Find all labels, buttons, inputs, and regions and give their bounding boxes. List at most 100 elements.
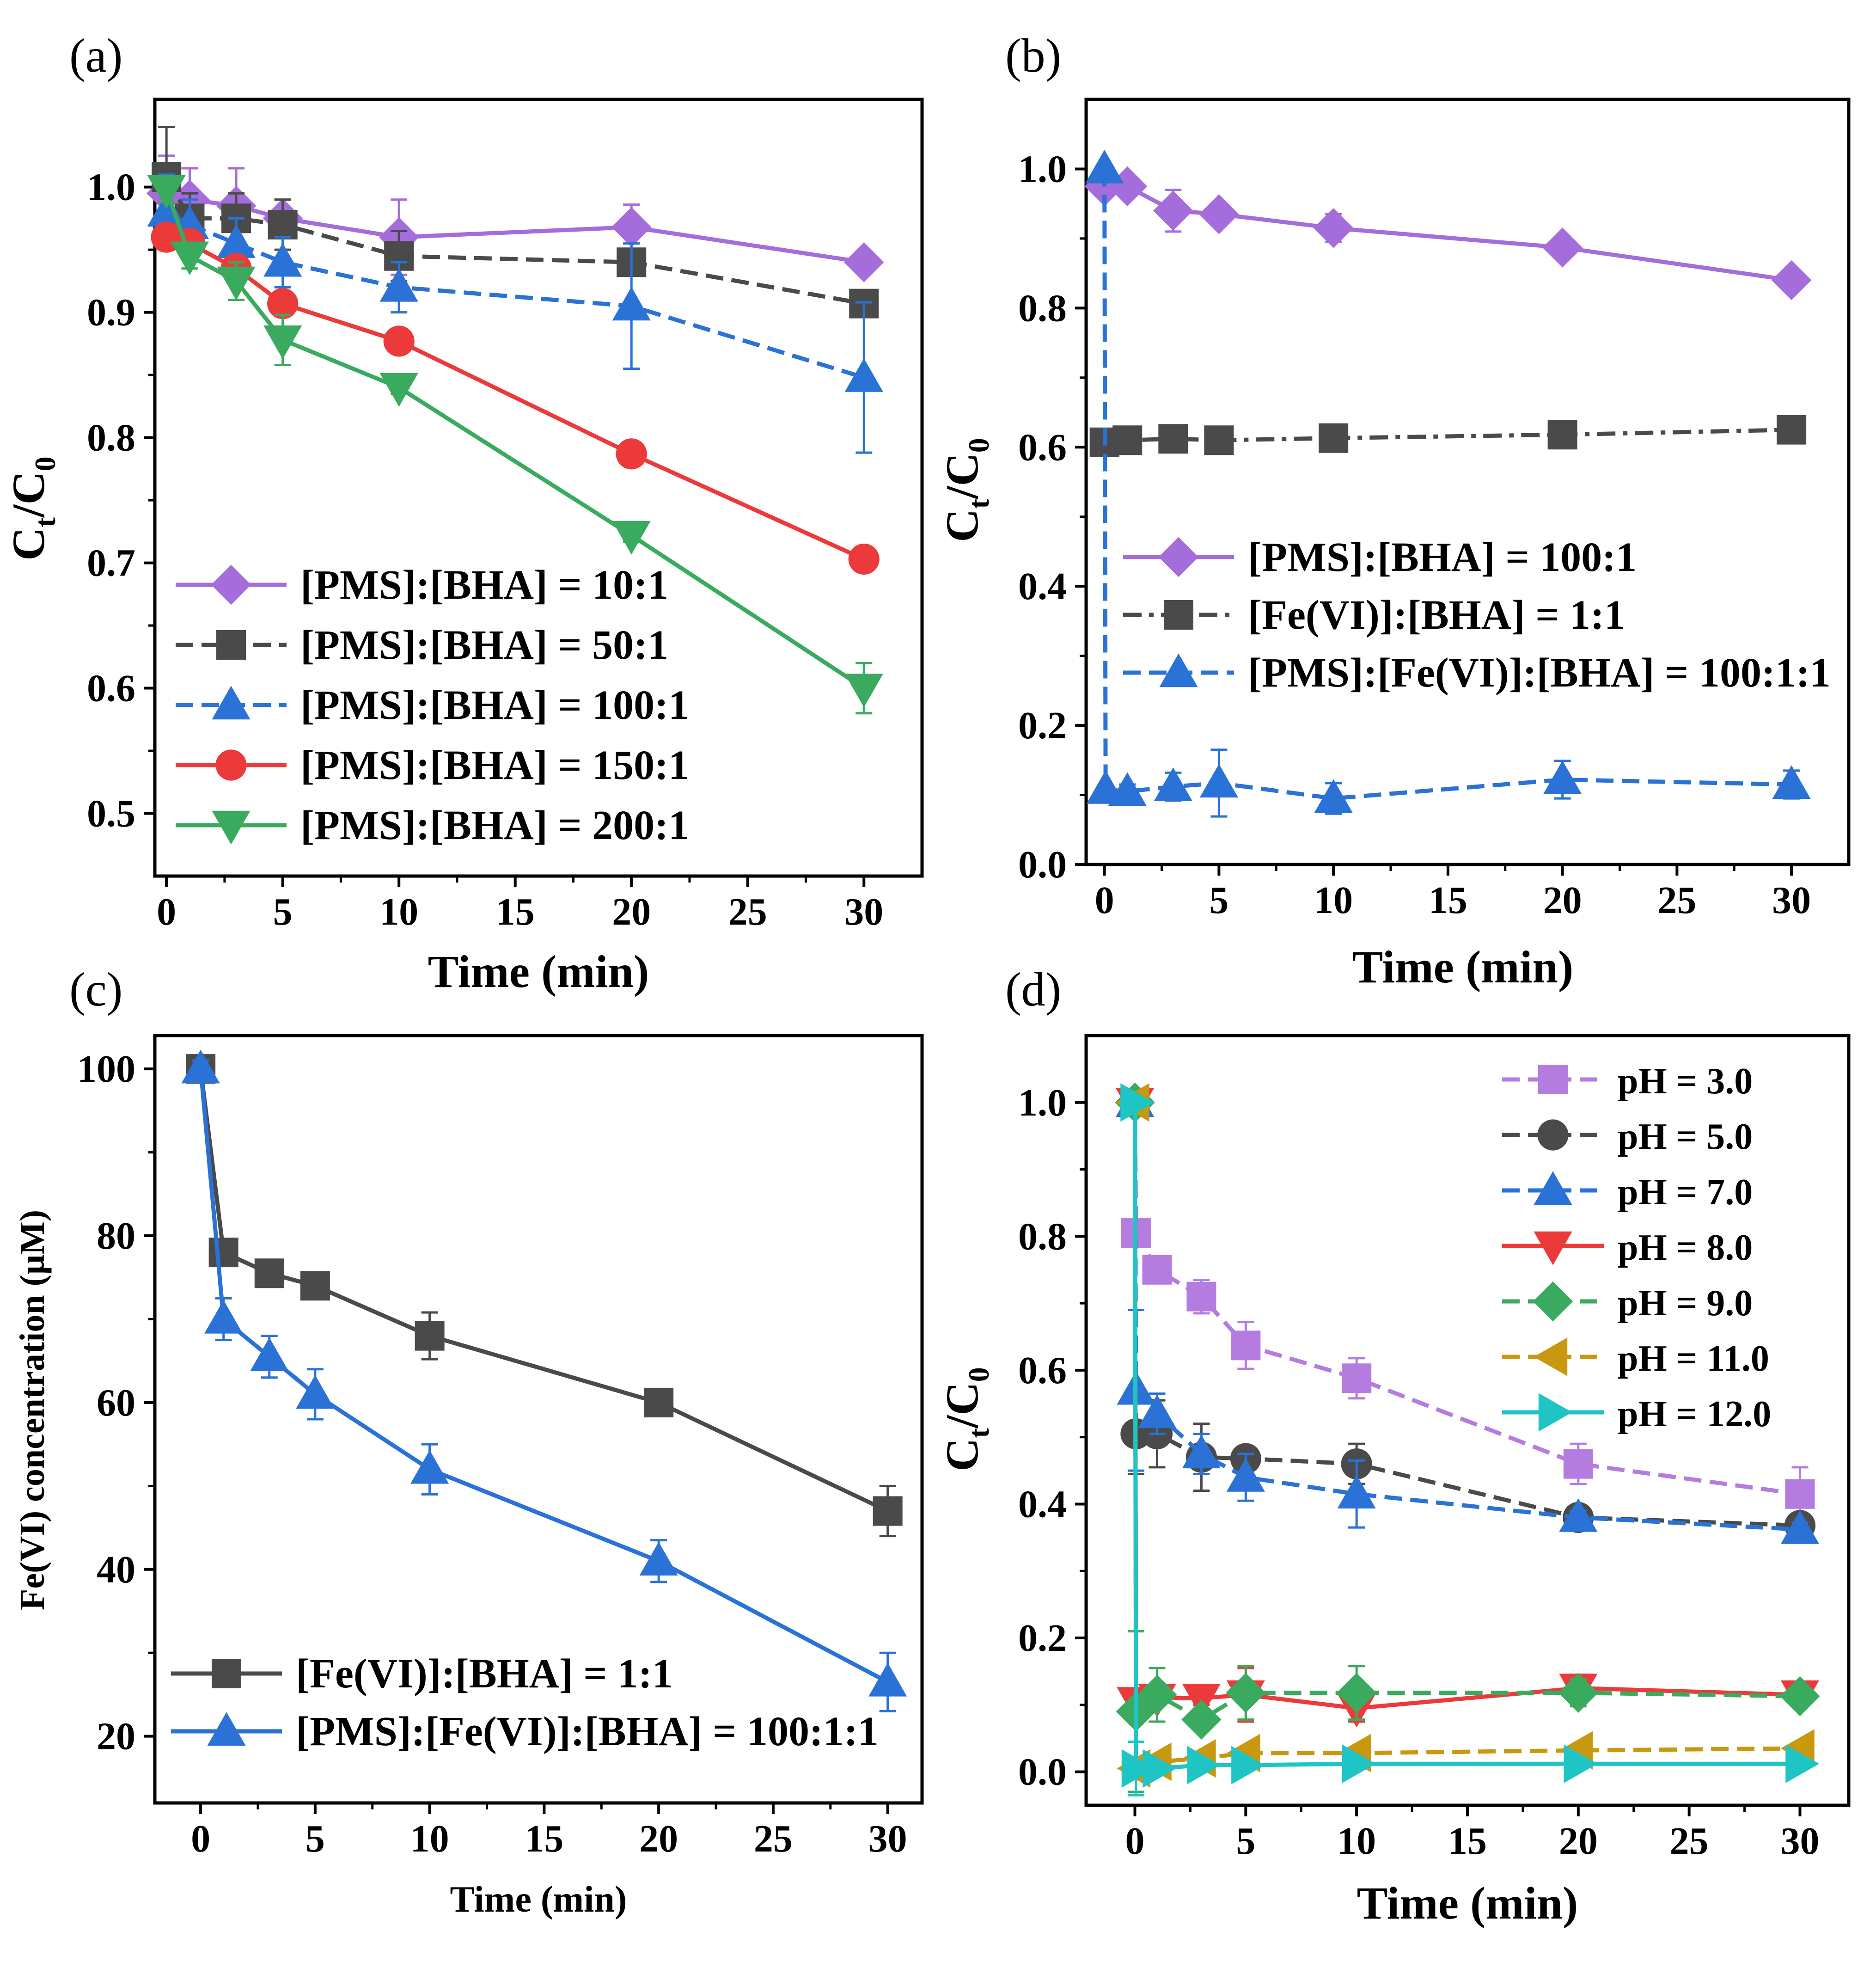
legend-marker [207,1712,246,1746]
data-point [1158,424,1188,454]
data-point [204,1300,243,1334]
legend-entry: pH = 8.0 [1618,1227,1753,1268]
data-point [1777,415,1807,445]
data-point [844,674,883,708]
data-point [267,288,299,319]
data-point [1231,1330,1261,1361]
legend-marker [1534,1337,1568,1376]
y-tick-label: 1.0 [87,166,135,209]
series-3 [1085,149,1811,818]
data-point [1154,767,1192,801]
data-point [1112,425,1143,455]
data-point [263,325,302,359]
data-point [1543,760,1582,794]
x-axis-label: Time (min) [1352,941,1574,993]
series-line [1104,184,1792,282]
x-tick-label: 10 [379,890,418,933]
series-3 [147,173,883,454]
y-axis-label-part: C [936,509,988,542]
legend-entry: [PMS]:[BHA] = 100:1 [300,682,689,728]
x-tick-label: 10 [1337,1820,1376,1863]
y-tick-label: 0.5 [87,792,135,835]
data-point [1121,1749,1155,1788]
x-tick-label: 0 [1095,879,1114,922]
data-point [1120,1083,1155,1122]
series-line [198,1068,889,1684]
data-point [1182,1435,1221,1469]
data-point [1559,1498,1598,1532]
y-axis-label: Ct/C0 [936,438,995,542]
data-point [612,287,651,321]
y-tick-label: 0.4 [1018,565,1067,608]
data-point [1771,260,1812,300]
y-tick-label: 0.0 [1018,1751,1067,1794]
data-point [1336,1673,1377,1713]
data-point [1153,190,1193,231]
data-point [1780,1676,1820,1717]
legend-entry: [PMS]:[BHA] = 150:1 [300,742,689,788]
data-point [1313,208,1354,248]
data-point [268,209,298,239]
y-tick-label: 20 [97,1715,135,1758]
series-1 [146,154,884,282]
data-point [873,1496,903,1526]
y-tick-label: 0.8 [87,417,135,460]
x-tick-label: 30 [844,890,883,933]
data-point [181,1049,220,1084]
y-tick-label: 0.8 [1018,287,1067,330]
x-tick-label: 25 [1657,879,1696,922]
data-point [296,1375,335,1409]
legend-marker [212,1659,241,1688]
y-tick-label: 0.7 [87,542,135,585]
y-axis-label-part: 0 [962,1367,995,1382]
y-tick-label: 40 [97,1548,135,1591]
y-tick-label: 0.6 [87,667,135,710]
data-point [300,1271,330,1301]
data-point [1772,765,1811,799]
x-tick-label: 5 [1209,879,1228,922]
x-tick-label: 0 [191,1817,210,1860]
data-point [1187,1746,1221,1784]
y-tick-label: 0.0 [1018,843,1067,886]
legend-entry: [PMS]:[BHA] = 50:1 [300,622,668,668]
plot-frame [153,1034,924,1805]
data-point [848,543,880,575]
data-point [254,1258,284,1288]
data-point [410,1450,449,1484]
legend-marker [1538,1393,1572,1432]
legend-entry: [PMS]:[BHA] = 100:1 [1248,534,1637,580]
data-point [1186,1281,1216,1312]
legend-marker [1534,1171,1572,1205]
data-point [1226,1458,1265,1492]
data-point [1342,1363,1372,1393]
data-point [379,268,418,302]
legend-entry: [Fe(VI)]:[BHA] = 1:1 [296,1651,673,1697]
x-tick-label: 15 [496,890,535,933]
series-line [1133,1102,1800,1528]
data-point [263,243,302,277]
panel-label: (b) [1005,29,1061,82]
data-point [1085,149,1124,184]
data-point [217,224,256,258]
legend-marker [1158,537,1199,577]
x-tick-label: 10 [1314,879,1353,922]
legend-marker [216,630,246,660]
series-2 [181,1049,907,1713]
x-tick-label: 0 [157,890,176,933]
chart-panel-2: 0 5 10 15 20 25 30 0.0 0.2 0.4 0.6 0.8 1.0 (b) Time (m… [936,29,1851,993]
legend: [PMS]:[BHA] = 100:1 [Fe(VI)]:[BHA] = 1:1 [… [1123,534,1831,696]
data-point [1785,1744,1820,1783]
x-tick-label: 20 [639,1817,678,1860]
x-tick-label: 15 [1448,1820,1487,1863]
data-point [868,1662,907,1697]
y-tick-label: 60 [97,1381,135,1424]
x-tick-label: 5 [306,1817,325,1860]
panel-label: (a) [69,29,122,82]
x-tick-label: 5 [273,890,293,933]
legend-entry: [PMS]:[Fe(VI)]:[BHA] = 100:1:1 [296,1709,879,1754]
data-point [217,266,256,300]
plot-frame [153,98,924,878]
data-point [1564,1744,1598,1783]
series-5 [1115,1082,1820,1793]
